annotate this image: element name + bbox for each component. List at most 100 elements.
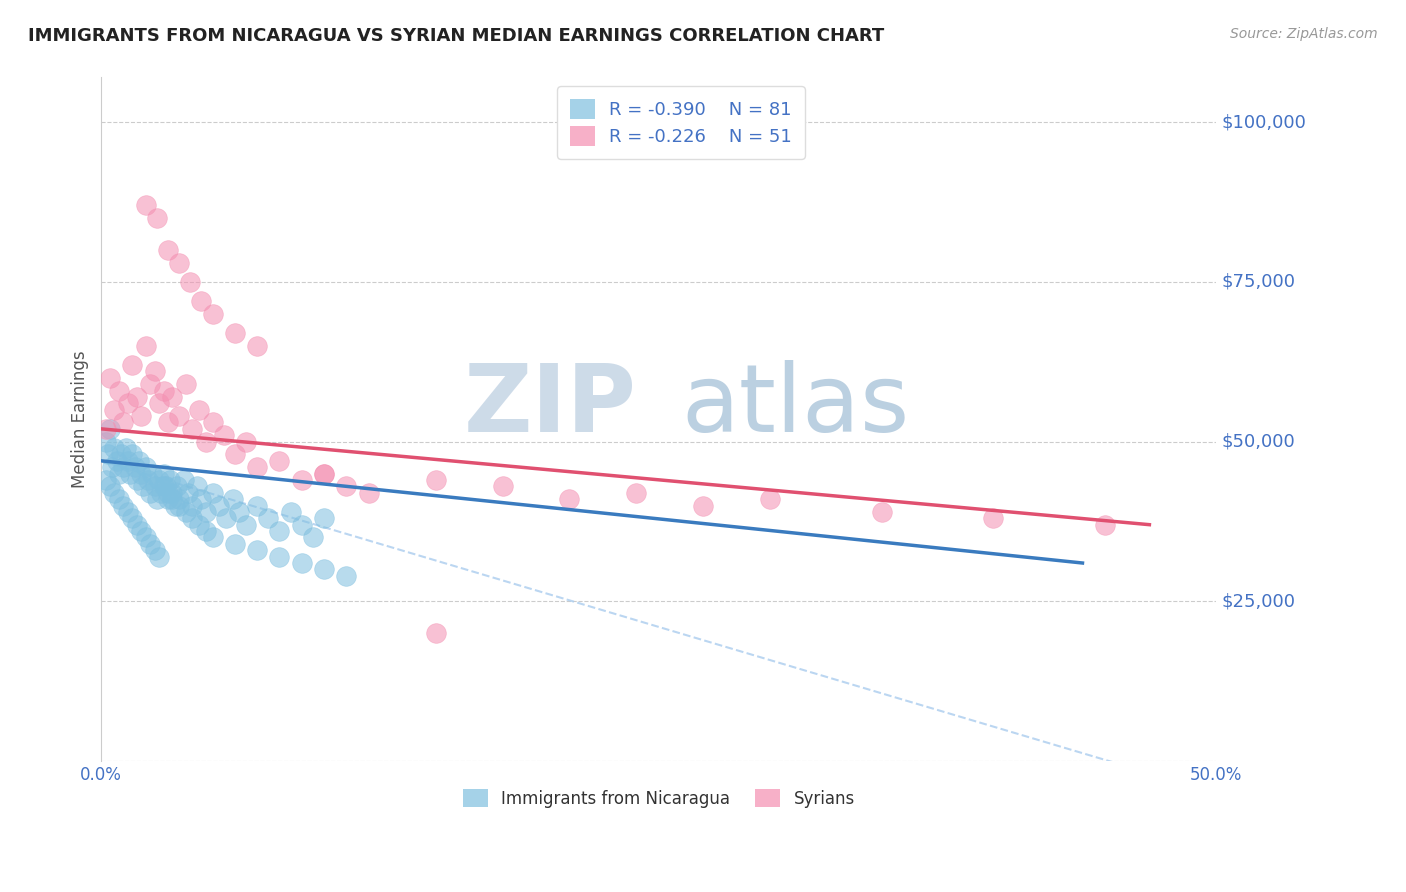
Point xyxy=(162,485,184,500)
Point xyxy=(108,467,131,481)
Point xyxy=(121,511,143,525)
Text: $75,000: $75,000 xyxy=(1222,273,1296,291)
Text: $100,000: $100,000 xyxy=(1222,113,1306,131)
Point xyxy=(103,441,125,455)
Point xyxy=(124,460,146,475)
Point xyxy=(110,447,132,461)
Text: $50,000: $50,000 xyxy=(1222,433,1296,450)
Point xyxy=(167,492,190,507)
Point xyxy=(108,384,131,398)
Point xyxy=(212,428,235,442)
Point xyxy=(235,434,257,449)
Point xyxy=(208,499,231,513)
Point xyxy=(201,416,224,430)
Point xyxy=(759,492,782,507)
Point xyxy=(870,505,893,519)
Point xyxy=(163,499,186,513)
Point xyxy=(129,409,152,423)
Point xyxy=(335,479,357,493)
Point xyxy=(98,479,121,493)
Text: Source: ZipAtlas.com: Source: ZipAtlas.com xyxy=(1230,27,1378,41)
Point xyxy=(194,505,217,519)
Point xyxy=(194,434,217,449)
Point xyxy=(94,434,117,449)
Point xyxy=(692,499,714,513)
Point xyxy=(291,473,314,487)
Point xyxy=(314,467,336,481)
Point xyxy=(235,517,257,532)
Point xyxy=(166,479,188,493)
Point xyxy=(132,479,155,493)
Y-axis label: Median Earnings: Median Earnings xyxy=(72,351,89,488)
Point xyxy=(143,479,166,493)
Point xyxy=(269,524,291,538)
Point xyxy=(224,447,246,461)
Point xyxy=(105,454,128,468)
Text: $25,000: $25,000 xyxy=(1222,592,1296,610)
Point xyxy=(425,473,447,487)
Point xyxy=(148,396,170,410)
Point xyxy=(143,364,166,378)
Point xyxy=(981,511,1004,525)
Point xyxy=(156,416,179,430)
Point xyxy=(135,460,157,475)
Point xyxy=(221,492,243,507)
Point xyxy=(118,467,141,481)
Point xyxy=(269,454,291,468)
Point xyxy=(112,416,135,430)
Point xyxy=(190,492,212,507)
Point xyxy=(335,569,357,583)
Point xyxy=(148,473,170,487)
Point xyxy=(141,467,163,481)
Point xyxy=(246,543,269,558)
Point xyxy=(626,485,648,500)
Point xyxy=(177,485,200,500)
Point xyxy=(117,396,139,410)
Point xyxy=(135,531,157,545)
Point xyxy=(173,473,195,487)
Point xyxy=(129,524,152,538)
Point xyxy=(194,524,217,538)
Point xyxy=(188,517,211,532)
Point xyxy=(156,492,179,507)
Point xyxy=(201,307,224,321)
Point xyxy=(117,505,139,519)
Point xyxy=(181,422,204,436)
Point xyxy=(174,505,197,519)
Legend: Immigrants from Nicaragua, Syrians: Immigrants from Nicaragua, Syrians xyxy=(456,782,862,814)
Point xyxy=(117,454,139,468)
Point xyxy=(101,460,124,475)
Point xyxy=(135,198,157,212)
Point xyxy=(357,485,380,500)
Point xyxy=(280,505,302,519)
Point xyxy=(139,537,162,551)
Point xyxy=(314,562,336,576)
Point xyxy=(136,473,159,487)
Point xyxy=(125,517,148,532)
Point xyxy=(146,492,169,507)
Point xyxy=(103,485,125,500)
Point xyxy=(159,473,181,487)
Point xyxy=(246,460,269,475)
Point xyxy=(112,499,135,513)
Point xyxy=(152,479,174,493)
Point xyxy=(162,492,184,507)
Point xyxy=(215,511,238,525)
Point xyxy=(291,517,314,532)
Point xyxy=(181,499,204,513)
Point xyxy=(201,531,224,545)
Point xyxy=(186,479,208,493)
Point xyxy=(143,543,166,558)
Point xyxy=(112,460,135,475)
Point xyxy=(190,294,212,309)
Point xyxy=(152,384,174,398)
Point xyxy=(94,473,117,487)
Point xyxy=(188,402,211,417)
Point xyxy=(491,479,513,493)
Point xyxy=(97,447,120,461)
Point xyxy=(103,402,125,417)
Point xyxy=(94,422,117,436)
Point xyxy=(98,422,121,436)
Point xyxy=(162,390,184,404)
Point xyxy=(291,556,314,570)
